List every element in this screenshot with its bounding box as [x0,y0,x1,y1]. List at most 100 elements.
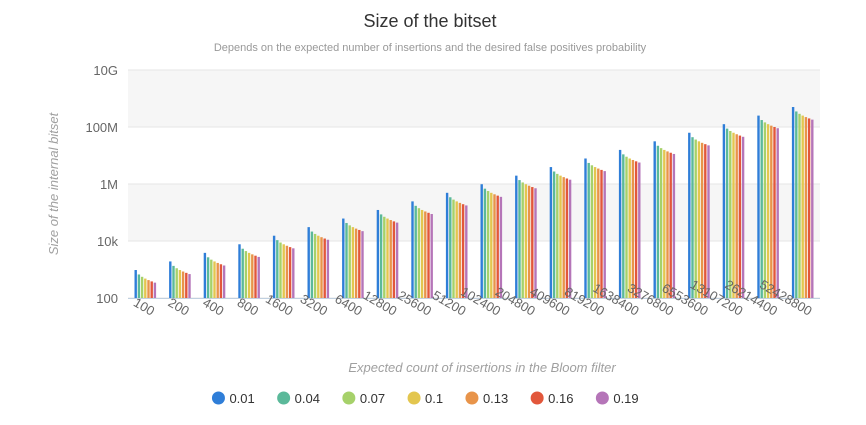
bar[interactable] [430,214,433,298]
bar[interactable] [326,239,330,298]
bar[interactable] [222,265,226,298]
bar[interactable] [383,216,386,298]
bar[interactable] [414,205,417,298]
bar[interactable] [210,259,213,298]
bar[interactable] [461,204,465,298]
legend-item[interactable]: 0.01 [211,391,255,406]
bar[interactable] [496,195,499,298]
bar[interactable] [424,211,427,298]
bar[interactable] [659,148,663,298]
bar[interactable] [244,251,248,298]
bar[interactable] [622,154,625,298]
bar[interactable] [776,128,779,298]
bar[interactable] [562,177,565,298]
bar[interactable] [663,149,666,298]
bar[interactable] [216,262,219,298]
bar[interactable] [763,122,767,299]
bar[interactable] [417,208,421,298]
bar[interactable] [527,185,531,298]
bar[interactable] [320,237,323,298]
legend-item[interactable]: 0.07 [342,391,385,406]
bar[interactable] [376,209,380,298]
bar[interactable] [147,280,150,298]
bar[interactable] [185,272,188,298]
bar[interactable] [213,261,216,298]
bar[interactable] [276,240,279,298]
bar[interactable] [420,209,424,298]
bar[interactable] [666,151,669,298]
bar[interactable] [455,201,458,298]
bar[interactable] [254,255,257,298]
bar[interactable] [361,231,364,298]
bar[interactable] [279,242,282,298]
bar[interactable] [285,245,289,298]
bar[interactable] [317,235,320,298]
bar[interactable] [653,141,656,298]
bar[interactable] [722,124,726,299]
bar[interactable] [490,192,493,298]
bar[interactable] [452,199,455,298]
bar[interactable] [811,119,814,298]
bar[interactable] [766,124,770,298]
bar[interactable] [518,180,521,298]
bar[interactable] [313,233,317,298]
bar[interactable] [798,113,801,298]
bar[interactable] [282,244,285,298]
bar[interactable] [486,191,490,298]
bar[interactable] [181,271,185,298]
bar[interactable] [134,270,137,298]
bar[interactable] [773,127,776,298]
legend-item[interactable]: 0.16 [530,391,574,406]
bar[interactable] [600,169,603,298]
bar[interactable] [178,270,182,298]
bar[interactable] [770,125,773,298]
bar[interactable] [631,159,635,298]
bar[interactable] [559,175,562,298]
bar[interactable] [247,252,251,298]
bar[interactable] [150,281,153,298]
bar[interactable] [137,274,141,298]
bar[interactable] [323,238,326,298]
bar[interactable] [597,168,600,298]
bar[interactable] [556,173,559,298]
bar[interactable] [760,120,763,298]
bar[interactable] [219,264,223,298]
bar[interactable] [153,282,157,298]
bar[interactable] [656,145,660,298]
bar[interactable] [140,276,144,298]
bar[interactable] [590,165,594,298]
bar[interactable] [386,218,389,298]
bar[interactable] [603,171,606,298]
legend-item[interactable]: 0.13 [465,391,508,406]
legend-item[interactable]: 0.1 [407,391,444,406]
bar[interactable] [272,235,276,298]
bar[interactable] [483,188,487,298]
bar[interactable] [238,244,241,298]
bar[interactable] [354,228,358,298]
bar[interactable] [144,278,147,298]
bar[interactable] [257,256,260,298]
bar[interactable] [241,248,244,298]
bar[interactable] [707,145,710,298]
bar[interactable] [593,167,597,298]
bar[interactable] [449,197,452,298]
bar[interactable] [392,221,396,298]
bar[interactable] [480,184,483,298]
bar[interactable] [634,161,638,298]
bar[interactable] [694,139,697,298]
bar[interactable] [521,182,524,298]
bar[interactable] [379,214,383,298]
bar[interactable] [552,171,556,298]
legend-item[interactable]: 0.19 [595,391,639,406]
bar[interactable] [411,201,414,298]
bar[interactable] [549,167,553,298]
bar[interactable] [801,115,804,298]
bar[interactable] [628,158,631,298]
bar[interactable] [688,132,691,298]
bar[interactable] [389,220,392,298]
bar[interactable] [203,252,207,298]
bar[interactable] [395,222,399,298]
bar[interactable] [741,136,745,298]
bar[interactable] [458,202,462,298]
bar[interactable] [188,274,191,298]
